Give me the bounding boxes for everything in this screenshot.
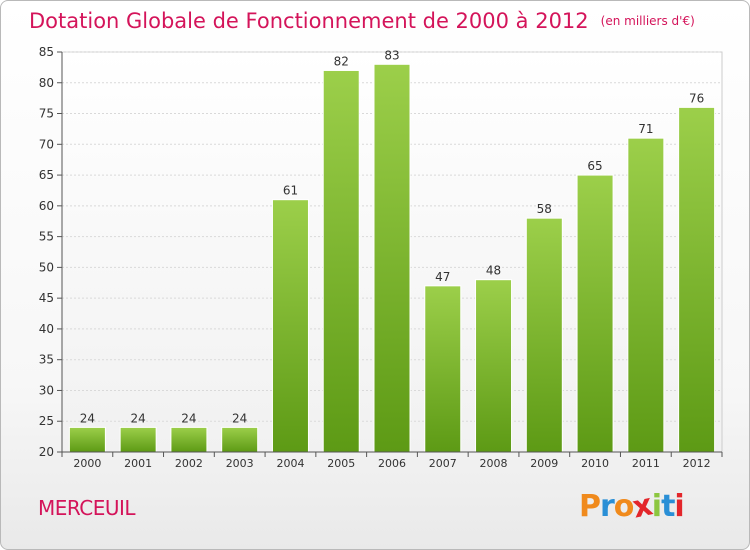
y-tick-label: 40 — [39, 322, 54, 336]
bar-2009 — [525, 217, 563, 453]
data-labels: 24 24 24 24 61 82 83 47 48 58 65 71 76 — [80, 48, 705, 425]
y-tick-label: 85 — [39, 45, 54, 59]
x-tick-label-2007: 2007 — [429, 457, 457, 470]
y-axis: 20 25 30 35 40 45 50 55 60 65 70 75 80 85 — [39, 45, 63, 459]
x-tick-label-2011: 2011 — [632, 457, 660, 470]
logo-letter: o — [613, 489, 635, 524]
y-tick-label: 80 — [39, 76, 54, 90]
data-label-2004: 61 — [283, 184, 298, 198]
data-label-2010: 65 — [587, 159, 602, 173]
y-tick-label: 35 — [39, 353, 54, 367]
x-tick-label-2009: 2009 — [530, 457, 558, 470]
bar-2010 — [576, 174, 614, 453]
data-label-2003: 24 — [232, 411, 247, 425]
data-label-2005: 82 — [334, 54, 349, 68]
logo-letter: t — [661, 489, 675, 524]
x-tick-label-2004: 2004 — [276, 457, 304, 470]
bar-2006 — [373, 63, 411, 453]
logo-letter: i — [651, 489, 662, 524]
bar-2002 — [170, 426, 208, 453]
data-label-2000: 24 — [80, 411, 95, 425]
data-label-2001: 24 — [131, 411, 146, 425]
proxiti-logo: Proxiti — [579, 487, 685, 525]
bar-2003 — [221, 426, 259, 453]
data-label-2008: 48 — [486, 264, 501, 278]
chart-subtitle: (en milliers d'€) — [600, 14, 695, 28]
bar-2005 — [322, 69, 360, 453]
y-tick-label: 65 — [39, 168, 54, 182]
commune-name: MERCEUIL — [38, 496, 136, 520]
y-tick-label: 50 — [39, 260, 54, 274]
y-tick-label: 60 — [39, 199, 54, 213]
title-text: Dotation Globale de Fonctionnement de 20… — [29, 9, 589, 33]
y-tick-label: 45 — [39, 291, 54, 305]
x-tick-label-2000: 2000 — [73, 457, 101, 470]
logo-letter: r — [600, 489, 615, 524]
bar-2000 — [68, 426, 106, 453]
x-tick-label-2012: 2012 — [683, 457, 711, 470]
bar-2004 — [271, 199, 309, 453]
x-tick-label-2002: 2002 — [175, 457, 203, 470]
x-axis: 2000 2001 2002 2003 2004 2005 2006 2007 2008 2009… — [61, 451, 723, 470]
y-tick-label: 25 — [39, 414, 54, 428]
bar-2001 — [119, 426, 157, 453]
bar-2007 — [424, 285, 462, 453]
data-label-2002: 24 — [181, 411, 196, 425]
bars — [68, 63, 716, 453]
bar-2008 — [475, 279, 513, 453]
logo-letter: i — [674, 489, 684, 524]
data-label-2006: 83 — [384, 48, 399, 62]
x-tick-label-2008: 2008 — [480, 457, 508, 470]
x-tick-label-2006: 2006 — [378, 457, 406, 470]
y-tick-label: 55 — [39, 230, 54, 244]
data-label-2011: 71 — [638, 122, 653, 136]
y-tick-label: 20 — [39, 445, 54, 459]
data-label-2009: 58 — [537, 202, 552, 216]
bar-2011 — [627, 137, 665, 453]
y-tick-label: 30 — [39, 383, 54, 397]
logo-letter: P — [579, 489, 601, 524]
y-tick-label: 70 — [39, 137, 54, 151]
x-tick-label-2003: 2003 — [226, 457, 254, 470]
gridlines — [62, 51, 722, 453]
x-tick-label-2001: 2001 — [124, 457, 152, 470]
data-label-2007: 47 — [435, 270, 450, 284]
data-label-2012: 76 — [689, 91, 704, 105]
x-tick-label-2010: 2010 — [581, 457, 609, 470]
chart-title: Dotation Globale de Fonctionnement de 20… — [29, 9, 695, 33]
bar-2012 — [678, 106, 716, 453]
y-tick-label: 75 — [39, 107, 54, 121]
x-tick-label-2005: 2005 — [327, 457, 355, 470]
